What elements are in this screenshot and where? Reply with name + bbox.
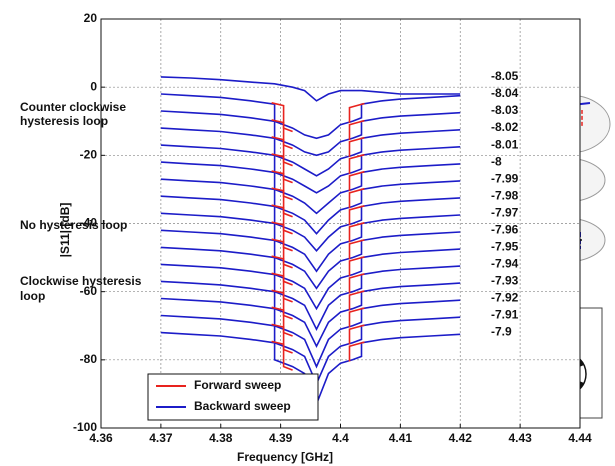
forward-sweep-line (348, 170, 365, 192)
annotation: No hysteresis loop (20, 218, 127, 232)
y-tick-label: -20 (80, 148, 98, 162)
trace-label: -7.97 (491, 205, 519, 219)
legend-label: Forward sweep (194, 378, 281, 392)
forward-sweep-line (271, 255, 293, 286)
forward-sweep-line (271, 340, 293, 371)
backward-sweep-line (160, 161, 461, 215)
legend-box (147, 373, 319, 421)
annotation: hysteresis loop (20, 114, 108, 128)
backward-sweep-line (160, 246, 461, 311)
backward-sweep-line (160, 314, 461, 386)
forward-sweep-line (271, 119, 293, 150)
forward-sweep-line (348, 119, 365, 140)
annotation: Clockwise hysteresis (20, 274, 142, 288)
backward-sweep-line (160, 263, 461, 331)
forward-sweep-line (271, 272, 293, 303)
annotation: Counter clockwise (20, 100, 126, 114)
forward-sweep-line (271, 187, 293, 218)
forward-sweep-line (271, 136, 293, 167)
backward-sweep-line (160, 76, 461, 102)
x-tick-label: 4.4 (332, 431, 349, 445)
forward-sweep-line (271, 170, 293, 201)
forward-sweep-line (348, 273, 365, 294)
forward-sweep-line (348, 153, 365, 175)
trace-label: -7.96 (491, 222, 519, 236)
backward-sweep-line (160, 110, 461, 157)
backward-sweep-line (160, 280, 461, 348)
plot-frame (100, 18, 581, 429)
forward-sweep-line (271, 153, 293, 184)
backward-sweep-line (160, 331, 461, 407)
backward-sweep-line (160, 212, 461, 273)
y-tick-label: -80 (80, 352, 98, 366)
trace-label: -7.99 (491, 171, 519, 185)
backward-sweep-line (160, 144, 461, 194)
forward-sweep-line (348, 102, 365, 123)
backward-sweep-line (160, 93, 461, 140)
forward-sweep-line (271, 323, 293, 354)
backward-sweep-line (160, 178, 461, 235)
x-tick-label: 4.38 (209, 431, 233, 445)
x-tick-label: 4.37 (149, 431, 173, 445)
forward-sweep-line (271, 204, 293, 235)
y-tick-label: 20 (84, 11, 98, 25)
trace-label: -8.05 (491, 69, 519, 83)
forward-sweep-line (348, 324, 365, 345)
trace-label: -7.91 (491, 308, 519, 322)
forward-sweep-line (348, 290, 365, 311)
y-tick-label: -100 (73, 420, 97, 434)
forward-sweep-line (271, 289, 293, 320)
forward-sweep-line (348, 239, 365, 260)
y-tick-label: -40 (80, 216, 98, 230)
y-axis-label: |S11| [dB] (58, 203, 72, 258)
forward-sweep-line (348, 341, 365, 362)
x-tick-label: 4.36 (89, 431, 113, 445)
trace-label: -7.92 (491, 291, 519, 305)
trace-label: -7.94 (491, 257, 519, 271)
legend: Forward sweep Backward sweep (147, 373, 319, 421)
trace-label: -8 (491, 154, 502, 168)
x-axis-label: Frequency [GHz] (237, 450, 333, 464)
forward-sweep-line (271, 238, 293, 269)
legend-label: Backward sweep (194, 399, 291, 413)
forward-sweep-line (348, 307, 365, 328)
trace-label: -7.93 (491, 274, 519, 288)
forward-sweep-line (271, 306, 293, 337)
trace-label: -8.02 (491, 120, 519, 134)
forward-sweep-line (348, 136, 365, 157)
forward-sweep-line (348, 256, 365, 277)
forward-sweep-line (348, 222, 365, 243)
trace-label: -7.98 (491, 188, 519, 202)
backward-sweep-line (160, 127, 461, 177)
x-tick-label: 4.42 (449, 431, 473, 445)
x-tick-label: 4.44 (568, 431, 592, 445)
trace-label: -7.9 (491, 325, 512, 339)
forward-sweep-line (271, 102, 293, 133)
forward-sweep-line (348, 187, 365, 209)
trace-label: -8.01 (491, 137, 519, 151)
x-tick-label: 4.39 (269, 431, 293, 445)
forward-sweep-line (271, 221, 293, 252)
annotation: loop (20, 289, 45, 303)
forward-sweep-line (348, 205, 365, 226)
x-tick-label: 4.41 (389, 431, 413, 445)
trace-label: -7.95 (491, 240, 519, 254)
y-tick-label: 0 (90, 79, 97, 93)
y-tick-label: -60 (80, 284, 98, 298)
trace-label: -8.04 (491, 86, 519, 100)
trace-label: -8.03 (491, 103, 519, 117)
x-tick-label: 4.43 (508, 431, 532, 445)
backward-sweep-line (160, 195, 461, 253)
backward-sweep-line (160, 297, 461, 369)
backward-sweep-line (160, 229, 461, 290)
